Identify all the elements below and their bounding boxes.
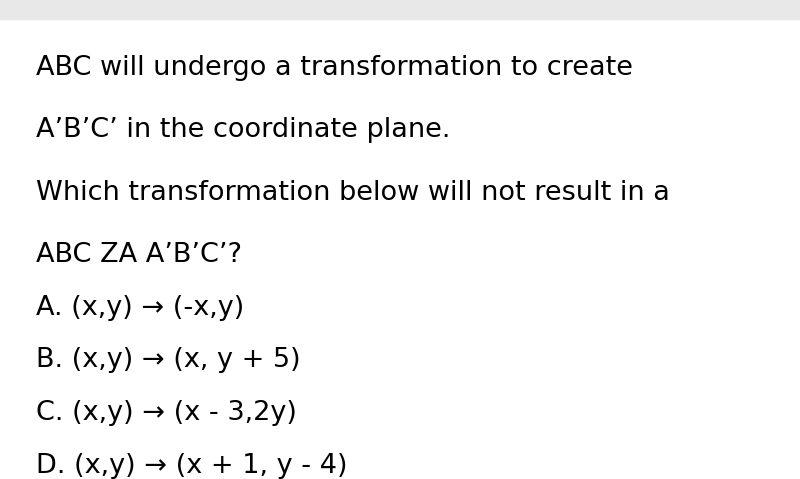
Text: C. (x,y) → (x - 3,2y): C. (x,y) → (x - 3,2y) bbox=[36, 400, 297, 426]
Bar bbox=[0, 0, 800, 19]
Text: ABC will undergo a transformation to create: ABC will undergo a transformation to cre… bbox=[36, 55, 633, 81]
Text: D. (x,y) → (x + 1, y - 4): D. (x,y) → (x + 1, y - 4) bbox=[36, 453, 347, 479]
Text: ABC ZA A’B’C’?: ABC ZA A’B’C’? bbox=[36, 242, 242, 268]
Text: A. (x,y) → (-x,y): A. (x,y) → (-x,y) bbox=[36, 295, 244, 320]
Text: Which transformation below will not result in a: Which transformation below will not resu… bbox=[36, 180, 670, 205]
Text: A’B’C’ in the coordinate plane.: A’B’C’ in the coordinate plane. bbox=[36, 117, 450, 143]
Text: B. (x,y) → (x, y + 5): B. (x,y) → (x, y + 5) bbox=[36, 347, 301, 373]
